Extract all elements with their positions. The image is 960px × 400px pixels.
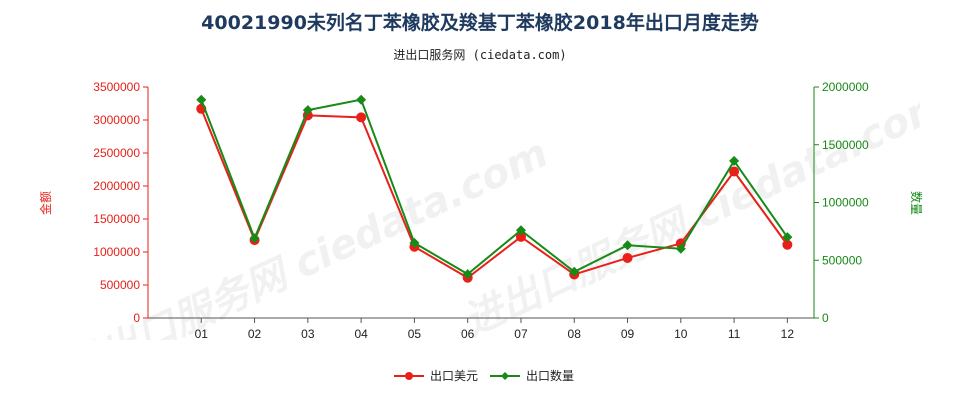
right-axis-tick-label: 500000 (822, 253, 862, 267)
left-axis-tick-label: 1500000 (93, 212, 140, 226)
left-axis-tick-label: 2500000 (93, 146, 140, 160)
data-point-quantity (569, 266, 580, 277)
right-axis-tick-label: 2000000 (822, 80, 869, 94)
series-line-quantity (200, 98, 789, 276)
x-axis-tick-label: 11 (728, 327, 741, 341)
x-axis-tick-label: 03 (301, 327, 315, 341)
data-point-quantity (356, 94, 367, 105)
left-axis-tick-label: 0 (133, 311, 140, 325)
x-axis-tick-label: 09 (621, 327, 635, 341)
x-axis-tick-label: 04 (354, 327, 368, 341)
x-axis-tick-label: 01 (195, 327, 209, 341)
chart-title: 40021990未列名丁苯橡胶及羧基丁苯橡胶2018年出口月度走势 (201, 12, 759, 34)
legend-label-0: 出口美元 (430, 369, 478, 383)
data-point-value (622, 252, 633, 263)
left-axis-title: 金额 (38, 191, 53, 215)
data-point-quantity (729, 155, 740, 166)
right-axis-tick-label: 1500000 (822, 138, 869, 152)
x-axis-tick-label: 08 (568, 327, 582, 341)
data-point-quantity (409, 237, 420, 248)
data-point-quantity (622, 240, 633, 251)
legend-marker-0 (405, 372, 413, 380)
left-axis-tick-label: 500000 (100, 278, 140, 292)
data-point-quantity (515, 225, 526, 236)
left-axis-tick-label: 2000000 (93, 179, 140, 193)
right-axis-title: 数量 (909, 191, 924, 215)
legend: 出口美元 出口数量 (394, 368, 574, 383)
x-axis-tick-label: 12 (781, 327, 795, 341)
legend-marker-1 (501, 372, 509, 380)
data-point-value (356, 112, 367, 123)
chart-subtitle: 进出口服务网 (ciedata.com) (393, 48, 567, 62)
data-point-quantity (462, 269, 473, 280)
x-axis-tick-label: 06 (461, 327, 475, 341)
data-point-quantity (196, 94, 207, 105)
left-axis-tick-label: 3500000 (93, 80, 140, 94)
data-point-value (515, 231, 526, 242)
data-point-quantity (302, 105, 313, 116)
left-axis-tick-label: 3000000 (93, 113, 140, 127)
data-point-quantity (675, 243, 686, 254)
series-line-value (200, 108, 789, 279)
x-axis-tick-label: 05 (408, 327, 422, 341)
data-point-value (729, 166, 740, 177)
right-axis-tick-label: 0 (822, 311, 829, 325)
marks-group (196, 94, 793, 283)
data-point-quantity (782, 232, 793, 243)
data-point-quantity (249, 233, 260, 244)
legend-label-1: 出口数量 (526, 368, 574, 383)
axes-group: 0 500000 1000000 1500000 2000000 2500000 30000… (38, 80, 924, 341)
right-axis-tick-label: 1000000 (822, 196, 869, 210)
x-axis-tick-label: 10 (674, 327, 688, 341)
x-axis-tick-label: 07 (514, 327, 528, 341)
left-axis-tick-label: 1000000 (93, 245, 140, 259)
x-axis-tick-label: 02 (248, 327, 262, 341)
data-point-value (782, 239, 793, 250)
